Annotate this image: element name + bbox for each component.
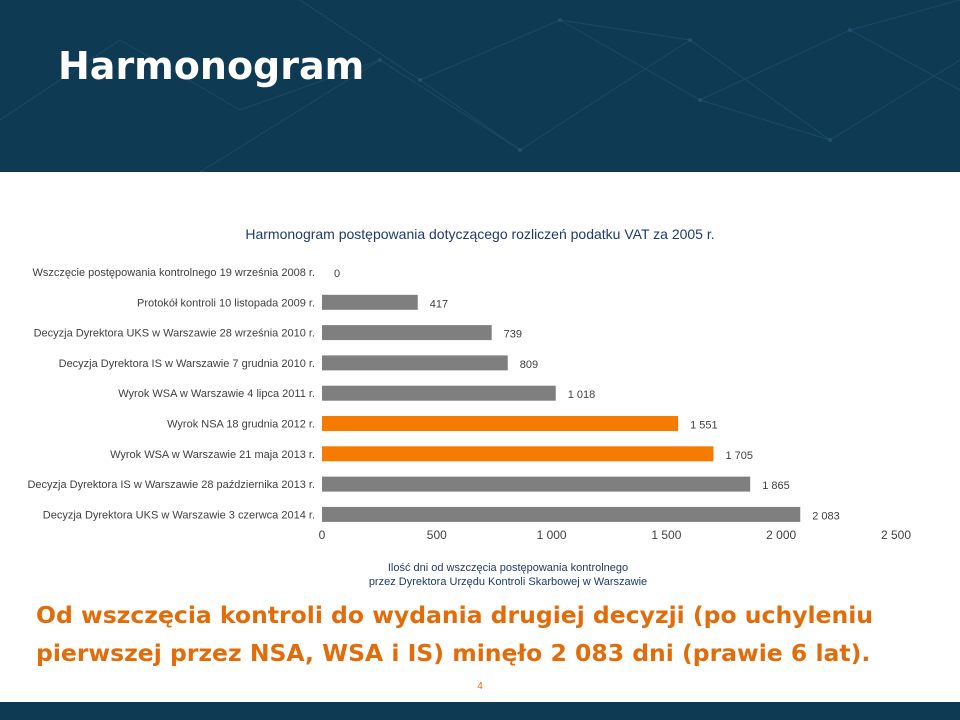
x-tick-label: 1 500: [651, 528, 681, 542]
conclusion-text: Od wszczęcia kontroli do wydania drugiej…: [36, 601, 874, 667]
data-label: 0: [334, 268, 340, 280]
category-label: Decyzja Dyrektora UKS w Warszawie 28 wrz…: [34, 328, 315, 340]
category-label: Decyzja Dyrektora IS w Warszawie 28 paźd…: [27, 479, 315, 491]
data-label: 1 018: [568, 389, 596, 401]
x-tick-label: 500: [427, 528, 447, 542]
header-pattern: [0, 0, 960, 172]
category-label: Decyzja Dyrektora IS w Warszawie 7 grudn…: [59, 358, 315, 370]
data-label: 417: [430, 298, 448, 310]
x-tick-label: 0: [319, 528, 326, 542]
category-label: Decyzja Dyrektora UKS w Warszawie 3 czer…: [43, 509, 315, 521]
data-label: 2 083: [812, 510, 840, 522]
data-label: 1 865: [762, 480, 790, 492]
data-label: 809: [520, 359, 538, 371]
x-tick-label: 2 500: [881, 528, 911, 542]
bar: [322, 325, 492, 341]
bar: [322, 506, 801, 522]
bar: [322, 416, 679, 431]
x-axis-title: Ilość dni od wszczęcia postępowania kont…: [388, 562, 628, 574]
header-banner: Harmonogram: [0, 0, 960, 172]
slide-title: Harmonogram: [58, 44, 365, 88]
category-label: Wszczęcie postępowania kontrolnego 19 wr…: [33, 267, 316, 279]
category-label: Protokół kontroli 10 listopada 2009 r.: [137, 297, 315, 309]
page-number: 4: [477, 681, 483, 692]
category-label: Wyrok WSA w Warszawie 21 maja 2013 r.: [110, 449, 315, 461]
x-axis-title: przez Dyrektora Urzędu Kontroli Skarbowe…: [369, 576, 647, 588]
category-label: Wyrok NSA 18 grudnia 2012 r.: [167, 419, 315, 431]
bar: [322, 476, 751, 492]
chart-title: Harmonogram postępowania dotyczącego roz…: [245, 226, 715, 242]
x-tick-label: 2 000: [766, 528, 796, 542]
bar: [322, 355, 508, 371]
x-tick-label: 1 000: [537, 528, 567, 542]
footer-strip: [0, 702, 960, 720]
category-label: Wyrok WSA w Warszawie 4 lipca 2011 r.: [118, 388, 315, 400]
bar: [322, 385, 556, 401]
data-label: 739: [504, 329, 522, 341]
data-label: 1 551: [690, 420, 718, 432]
bar-chart: Wszczęcie postępowania kontrolnego 19 wr…: [27, 267, 911, 588]
data-label: 1 705: [725, 450, 753, 462]
bar: [322, 294, 418, 310]
bar: [322, 446, 714, 462]
